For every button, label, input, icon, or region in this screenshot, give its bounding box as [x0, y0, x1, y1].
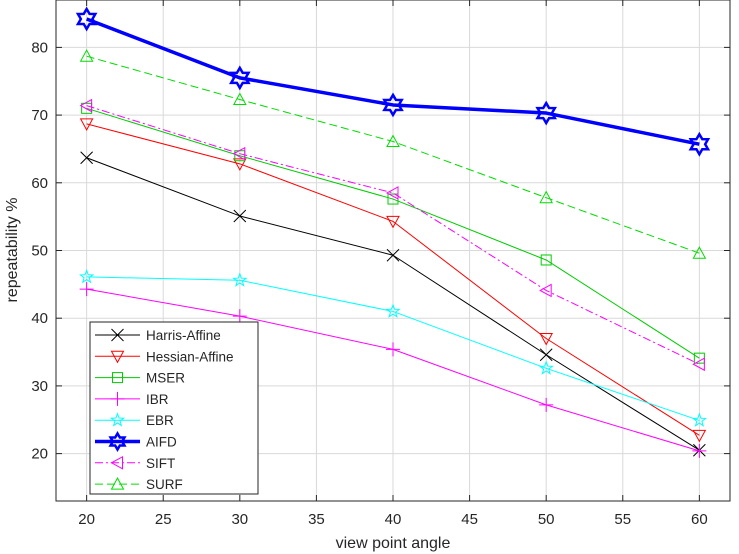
data-point — [229, 65, 251, 91]
data-point — [79, 282, 94, 297]
series-line — [86, 17, 700, 146]
data-point — [232, 272, 248, 287]
y-tick-label: 80 — [31, 39, 48, 56]
y-tick-label: 40 — [31, 310, 48, 327]
data-point — [385, 303, 401, 318]
legend-entry: SIFT — [95, 456, 175, 471]
data-point — [688, 131, 711, 157]
x-tick-label: 50 — [538, 511, 555, 528]
data-point — [539, 397, 554, 412]
data-point — [79, 49, 94, 62]
x-tick-label: 40 — [385, 511, 402, 528]
data-point — [535, 100, 557, 126]
series-ebr — [79, 268, 707, 427]
data-point — [539, 348, 553, 362]
data-point — [539, 333, 554, 346]
data-point — [233, 209, 247, 223]
data-point — [232, 146, 246, 161]
data-point — [386, 248, 400, 262]
series-sift — [79, 98, 705, 372]
x-tick-label: 30 — [231, 511, 248, 528]
legend-marker — [110, 391, 125, 406]
x-tick-label: 25 — [155, 511, 172, 528]
legend-entry: EBR — [95, 412, 174, 428]
legend-entry: MSER — [95, 371, 185, 386]
series-line — [86, 107, 700, 359]
legend-marker — [110, 455, 123, 470]
data-point — [691, 412, 707, 427]
data-point — [79, 268, 95, 284]
series-line — [86, 105, 700, 365]
legend-box — [89, 321, 259, 495]
x-tick-label: 55 — [614, 511, 631, 528]
data-point — [232, 92, 247, 106]
x-tick-label: 45 — [461, 511, 478, 528]
series-layer — [75, 6, 711, 458]
legend: Harris-Affine Hessian-Affine MSER IBR EBR AIF… — [89, 321, 259, 495]
legend-entry: AIFD — [95, 431, 177, 452]
series-ibr — [79, 282, 707, 458]
legend-label: AIFD — [146, 435, 177, 450]
data-point — [540, 254, 552, 266]
x-tick-label: 35 — [308, 511, 325, 528]
y-tick-label: 30 — [31, 378, 48, 395]
data-point — [232, 309, 247, 324]
data-point — [692, 246, 707, 259]
legend-label: Hessian-Affine — [146, 349, 234, 364]
legend-marker — [111, 328, 124, 342]
x-tick-label: 60 — [691, 511, 708, 528]
legend-marker — [110, 350, 125, 364]
legend-entry: Hessian-Affine — [95, 349, 234, 364]
series-surf — [79, 49, 707, 259]
data-point — [539, 283, 552, 298]
legend-entry: IBR — [95, 392, 169, 407]
data-point — [692, 429, 707, 443]
y-tick-label: 20 — [31, 446, 48, 463]
data-point — [386, 342, 400, 357]
series-hessian-affine — [79, 118, 707, 443]
data-point — [539, 190, 554, 204]
legend-label: SIFT — [146, 456, 175, 471]
series-line — [86, 55, 700, 254]
y-tick-label: 50 — [31, 243, 48, 260]
data-point — [386, 134, 400, 147]
series-aifd — [75, 6, 711, 157]
legend-marker — [112, 372, 123, 384]
legend-entry: Harris-Affine — [95, 328, 221, 343]
legend-marker — [109, 412, 126, 427]
data-point — [232, 158, 247, 171]
data-point — [79, 118, 94, 131]
data-point — [75, 6, 98, 32]
series-mser — [81, 102, 705, 364]
y-axis-label: repeatability % — [4, 198, 21, 303]
legend-entry: SURF — [95, 477, 183, 492]
legend-marker — [108, 431, 127, 452]
data-point — [692, 443, 707, 458]
legend-label: SURF — [146, 477, 183, 492]
data-point — [385, 186, 399, 200]
legend-label: MSER — [146, 371, 185, 386]
x-axis-label: view point angle — [336, 535, 451, 552]
data-point — [79, 98, 93, 113]
legend-label: IBR — [146, 392, 169, 407]
series-line — [86, 123, 700, 436]
data-point — [80, 151, 93, 165]
axis-ticks: 20 25 30 35 40 45 50 55 60 20 30 40 50 60 70 80 — [31, 0, 730, 528]
series-line — [86, 276, 700, 421]
data-point — [386, 215, 400, 229]
data-point — [382, 92, 404, 118]
data-point — [692, 357, 705, 372]
y-tick-label: 70 — [31, 107, 48, 124]
legend-label: EBR — [146, 413, 174, 428]
y-tick-label: 60 — [31, 175, 48, 192]
data-point — [538, 360, 554, 375]
legend-marker — [110, 477, 125, 490]
x-tick-label: 20 — [78, 511, 95, 528]
legend-label: Harris-Affine — [146, 328, 221, 343]
